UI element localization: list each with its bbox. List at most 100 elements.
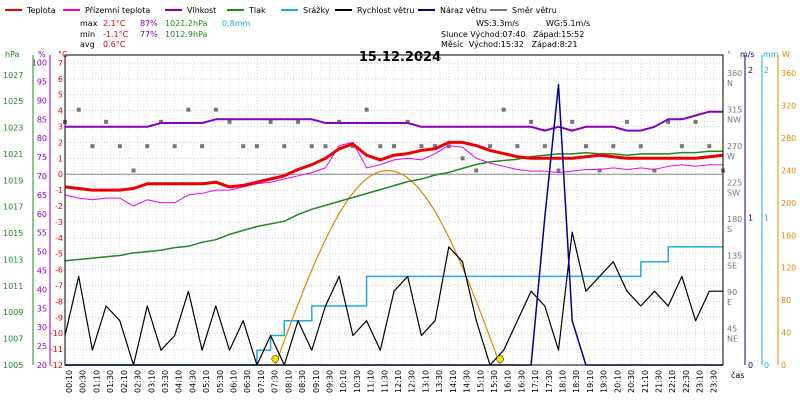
time-tick-label: 07:10	[257, 370, 266, 393]
wind-direction-point	[515, 144, 520, 149]
legend-label: Přízemní teplota	[85, 6, 150, 15]
legend: Teplota Přízemní teplota Vlhkost Tlak Srážky…	[5, 6, 557, 15]
watt-tick-label: 80	[781, 296, 791, 305]
time-tick-label: 03:10	[147, 370, 156, 393]
humidity-tick-label: 45	[37, 266, 47, 275]
legend-label: Směr větru	[512, 6, 557, 15]
temp-tick-label: 5	[58, 91, 63, 100]
wind-direction-point	[707, 144, 712, 149]
time-tick-label: 15:30	[490, 370, 499, 393]
humidity-line	[65, 110, 723, 132]
hpa-tick-label: 1017	[3, 203, 23, 212]
direction-compass-label: NE	[727, 335, 738, 344]
direction-compass-label: S	[727, 225, 732, 234]
direction-tick-label: 180	[727, 215, 742, 224]
chart-title: 15.12.2024	[359, 50, 441, 65]
watt-tick-label: 200	[781, 199, 796, 208]
time-axis-label: čas	[731, 370, 744, 380]
humidity-tick-label: 35	[37, 304, 47, 313]
watt-tick-label: 40	[781, 329, 791, 338]
wind-direction-point	[90, 144, 95, 149]
wind-direction-point	[145, 144, 150, 149]
watt-tick-label: 280	[781, 134, 796, 143]
time-tick-label: 03:30	[161, 370, 170, 393]
ms-tick-label: 1	[748, 213, 753, 222]
unit-celsius: °C	[58, 50, 68, 59]
time-tick-label: 20:30	[627, 370, 636, 393]
sun-marker	[271, 355, 280, 363]
wind-direction-point	[227, 119, 232, 124]
wind-speed-line	[64, 231, 723, 366]
time-tick-label: 22:30	[682, 370, 691, 393]
wind-direction-point	[597, 168, 602, 173]
time-tick-label: 21:10	[641, 370, 650, 393]
wind-speed-summary: WS:3.3m/s	[476, 19, 519, 28]
legend-item: Tlak	[227, 6, 266, 15]
time-tick-label: 00:10	[65, 370, 74, 393]
time-tick-label: 18:30	[572, 370, 581, 393]
ms-tick-label: 2	[748, 66, 753, 75]
hpa-tick-label: 1027	[3, 71, 23, 80]
legend-label: Tlak	[248, 6, 266, 15]
wind-direction-point	[501, 107, 506, 112]
humidity-tick-label: 70	[37, 172, 47, 181]
wind-direction-point	[583, 144, 588, 149]
wind-direction-point	[666, 119, 671, 124]
direction-compass-label: W	[727, 152, 735, 161]
temperature-line	[64, 140, 724, 192]
time-tick-label: 14:30	[463, 370, 472, 393]
wind-sun-info: WS:3.3m/s WG:5.1m/s Slunce Východ:07:40 …	[441, 19, 590, 49]
temp-tick-label: -2	[55, 202, 63, 211]
time-tick-label: 08:30	[298, 370, 307, 393]
stats-avg-label: avg	[80, 40, 95, 49]
time-tick-label: 16:30	[517, 370, 526, 393]
temp-tick-label: -11	[50, 345, 63, 354]
legend-item: Rychlost větru	[335, 6, 414, 15]
time-tick-label: 17:10	[531, 370, 540, 393]
wind-direction-point	[158, 119, 163, 124]
temp-tick-label: 6	[58, 75, 63, 84]
direction-compass-label: SE	[727, 262, 737, 271]
hpa-tick-label: 1015	[3, 229, 23, 238]
sun-times: Slunce Východ:07:40 Západ:15:52	[441, 30, 584, 39]
mm-tick-label: 1	[764, 213, 769, 222]
temp-tick-label: -9	[55, 313, 63, 322]
time-tick-label: 11:10	[367, 370, 376, 393]
stats-max-temp: 2.1°C	[103, 19, 126, 28]
wind-direction-point	[131, 168, 136, 173]
watt-tick-label: 320	[781, 102, 796, 111]
wind-direction-point	[542, 144, 547, 149]
unit-mm: mm	[763, 50, 779, 59]
wind-direction-point	[337, 119, 342, 124]
time-tick-label: 00:30	[79, 370, 88, 393]
stats-avg-temp: 0.6°C	[103, 40, 126, 49]
legend-item: Přízemní teplota	[63, 6, 150, 15]
direction-tick-label: 45	[727, 325, 737, 334]
wind-direction-point	[446, 144, 451, 149]
humidity-tick-label: 75	[37, 153, 47, 162]
wind-direction-point	[309, 144, 314, 149]
humidity-tick-label: 60	[37, 210, 47, 219]
time-tick-label: 20:10	[613, 370, 622, 393]
time-tick-label: 08:10	[284, 370, 293, 393]
temp-tick-label: -1	[55, 186, 63, 195]
humidity-tick-label: 50	[37, 248, 47, 257]
humidity-tick-label: 85	[37, 115, 47, 124]
stats-max-rain: 0.8mm	[222, 19, 251, 28]
wind-direction-point	[104, 119, 109, 124]
wind-direction-point	[117, 144, 122, 149]
wind-direction-point	[296, 119, 301, 124]
humidity-tick-label: 40	[37, 285, 47, 294]
direction-tick-label: 135	[727, 252, 742, 261]
time-tick-label: 14:10	[449, 370, 458, 393]
direction-compass-label: SW	[727, 189, 740, 198]
humidity-tick-label: 55	[37, 229, 47, 238]
direction-tick-label: 90	[727, 288, 737, 297]
time-tick-label: 02:30	[134, 370, 143, 393]
temp-tick-label: -4	[55, 234, 63, 243]
hpa-tick-label: 1005	[3, 361, 23, 370]
time-tick-label: 18:10	[559, 370, 568, 393]
time-tick-label: 04:30	[188, 370, 197, 393]
temp-tick-label: -8	[55, 297, 63, 306]
